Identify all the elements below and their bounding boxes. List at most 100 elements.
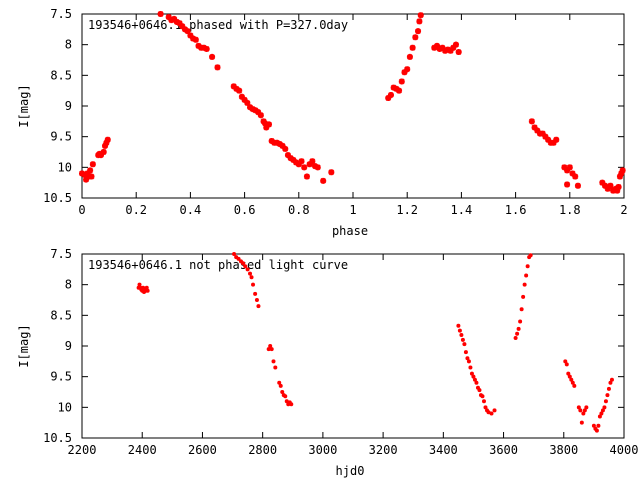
unphased-x-tick-label: 4000 — [610, 443, 639, 457]
phased-data-point — [233, 85, 240, 92]
phased-y-tick-label: 8.5 — [50, 68, 72, 82]
phased-data-point — [550, 139, 557, 146]
unphased-data-point — [284, 399, 289, 404]
unphased-data-point — [269, 347, 274, 352]
unphased-data-point — [144, 285, 149, 290]
phased-y-axis-label: I[mag] — [17, 84, 31, 127]
phased-plot-title: 193546+0646.1 phased with P=327.0day — [88, 18, 348, 32]
unphased-data-point — [600, 408, 605, 413]
phased-data-point — [385, 95, 392, 102]
phased-data-point — [564, 167, 571, 174]
phased-data-point — [545, 136, 552, 143]
unphased-data-point — [519, 307, 524, 312]
phased-data-point — [89, 161, 96, 168]
unphased-data-point — [277, 380, 282, 385]
unphased-data-point — [566, 371, 571, 376]
unphased-plot-title: 193546+0646.1 not phased light curve — [88, 258, 348, 272]
phased-data-point — [306, 161, 313, 168]
unphased-data-point — [462, 342, 467, 347]
unphased-data-point — [266, 347, 271, 352]
unphased-data-point — [608, 380, 613, 385]
phased-data-point — [97, 152, 104, 159]
phased-data-point — [564, 181, 571, 188]
phased-x-tick-label: 1.8 — [559, 203, 581, 217]
phased-data-point — [396, 87, 403, 94]
unphased-data-point — [486, 410, 491, 415]
phased-data-point — [100, 149, 107, 155]
phased-y-tick-label: 8 — [65, 38, 72, 52]
phased-data-point — [574, 182, 581, 189]
phased-data-point — [268, 137, 275, 144]
phased-data-point — [553, 136, 560, 143]
phased-data-point — [328, 169, 335, 176]
phased-data-point — [452, 41, 459, 48]
unphased-data-point — [468, 365, 473, 370]
phased-data-point — [604, 185, 611, 192]
unphased-y-tick-label: 9.5 — [50, 370, 72, 384]
phased-data-point — [528, 118, 535, 125]
unphased-data-point — [481, 399, 486, 404]
phased-data-point — [261, 120, 268, 127]
unphased-x-tick-label: 2600 — [188, 443, 217, 457]
unphased-points — [136, 252, 614, 433]
phased-data-point — [431, 44, 438, 51]
phased-data-point — [249, 106, 256, 113]
unphased-data-point — [465, 356, 470, 361]
phased-data-point — [539, 130, 546, 137]
phased-data-point — [542, 133, 549, 140]
unphased-data-point — [236, 256, 241, 261]
unphased-data-point — [243, 264, 248, 269]
phased-data-point — [619, 167, 626, 174]
unphased-data-point — [253, 291, 258, 296]
phased-data-point — [209, 53, 216, 60]
unphased-data-point — [597, 414, 602, 419]
phased-data-point — [79, 170, 85, 177]
phased-data-point — [176, 20, 183, 27]
unphased-data-point — [582, 408, 587, 413]
phased-data-point — [599, 179, 606, 186]
unphased-data-point — [459, 332, 464, 337]
phased-data-point — [179, 23, 186, 30]
unphased-data-point — [289, 402, 294, 407]
phased-x-tick-label: 1.4 — [451, 203, 473, 217]
phased-x-tick-label: 0.2 — [125, 203, 147, 217]
unphased-x-tick-label: 2400 — [128, 443, 157, 457]
unphased-data-point — [606, 386, 611, 391]
phased-ticks: 0 0.2 0.4 0.6 0.8 1 1.2 1.4 1.6 1.8 2 7.5 8 8.5 9 9.5 10… — [43, 7, 628, 217]
unphased-data-point — [518, 319, 523, 324]
phased-data-point — [616, 173, 623, 180]
phased-data-point — [415, 28, 422, 35]
unphased-data-point — [460, 337, 465, 342]
unphased-y-tick-label: 7.5 — [50, 247, 72, 261]
phased-data-point — [393, 85, 400, 92]
unphased-y-tick-label: 10.5 — [43, 431, 72, 445]
unphased-data-point — [584, 405, 589, 410]
phased-data-point — [276, 141, 283, 148]
phased-data-point — [301, 164, 308, 171]
unphased-data-point — [603, 399, 608, 404]
phased-y-tick-label: 10.5 — [43, 191, 72, 205]
phased-data-point — [398, 78, 405, 85]
unphased-data-point — [572, 383, 577, 388]
unphased-y-axis-label: I[mag] — [17, 324, 31, 367]
phased-y-tick-label: 10 — [58, 160, 72, 174]
unphased-data-point — [256, 304, 261, 309]
unphased-data-point — [492, 408, 497, 413]
phased-plot-frame — [81, 13, 625, 199]
unphased-y-tick-label: 10 — [58, 400, 72, 414]
phased-data-point — [238, 93, 245, 100]
phased-points — [79, 11, 626, 194]
phased-data-point — [314, 164, 321, 171]
phased-data-point — [303, 173, 310, 180]
phased-data-point — [444, 46, 451, 53]
phased-x-tick-label: 1 — [349, 203, 356, 217]
phased-data-point — [607, 182, 614, 189]
unphased-panel: 193546+0646.1 not phased light curve hjd… — [17, 247, 638, 478]
phased-data-point — [390, 84, 397, 91]
phased-data-point — [615, 183, 622, 190]
phased-data-point — [284, 152, 291, 159]
phased-data-point — [157, 11, 164, 17]
phased-data-point — [298, 158, 305, 165]
unphased-data-point — [469, 371, 474, 376]
